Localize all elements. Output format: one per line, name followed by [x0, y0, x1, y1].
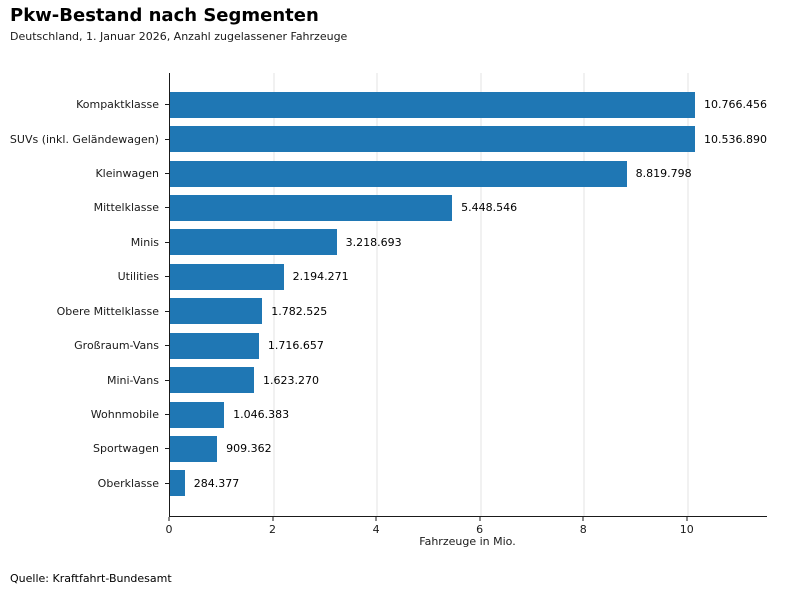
y-axis-label: Wohnmobile — [90, 408, 159, 421]
bar — [170, 91, 696, 118]
y-axis-label-row: Kompaktklasse — [0, 88, 169, 122]
bar — [170, 435, 218, 462]
x-axis-title: Fahrzeuge in Mio. — [419, 535, 516, 548]
plot-area: 10.766.456 10.536.890 8.819.798 5.448.546 3.… — [169, 73, 767, 517]
x-tick-mark — [479, 517, 481, 521]
bar-value-label: 909.362 — [226, 442, 272, 456]
y-axis-label-row: Mittelklasse — [0, 191, 169, 225]
y-axis-label-row: Oberklasse — [0, 466, 169, 500]
bar-row: 1.623.270 — [170, 363, 767, 397]
bar — [170, 367, 255, 394]
bar-value-label: 1.716.657 — [267, 339, 324, 353]
x-axis: 0 2 4 6 8 10 — [165, 517, 766, 547]
y-axis-label: SUVs (inkl. Geländewagen) — [9, 132, 159, 146]
bar-value-label: 1.623.270 — [263, 373, 320, 387]
y-tick-mark — [165, 207, 169, 209]
bar-row: 909.362 — [170, 432, 767, 466]
y-tick-mark — [165, 482, 169, 484]
chart-subtitle: Deutschland, 1. Januar 2026, Anzahl zuge… — [10, 30, 348, 43]
y-axis-label: Kleinwagen — [95, 167, 159, 181]
y-axis-label: Mini-Vans — [106, 373, 159, 387]
x-tick-label: 4 — [372, 523, 380, 536]
y-axis-label: Obere Mittelklasse — [56, 304, 159, 318]
y-axis-label-row: Mini-Vans — [0, 363, 169, 397]
x-tick-mark — [272, 517, 274, 521]
y-axis-labels: Kompaktklasse SUVs (inkl. Geländewagen) Kl… — [0, 73, 169, 516]
y-axis-label-row: Obere Mittelklasse — [0, 294, 169, 328]
bar-row: 284.377 — [170, 466, 767, 500]
y-tick-mark — [165, 241, 169, 243]
bar-row: 8.819.798 — [170, 156, 767, 190]
bar — [170, 229, 337, 256]
bar-value-label: 3.218.693 — [345, 235, 402, 249]
bar-row: 10.536.890 — [170, 122, 767, 156]
bar-row: 3.218.693 — [170, 225, 767, 259]
bar-value-label: 10.766.456 — [704, 98, 767, 112]
gridline — [583, 73, 585, 516]
y-tick-mark — [165, 379, 169, 381]
x-tick-label: 0 — [165, 523, 173, 536]
x-tick-mark — [582, 517, 584, 521]
y-axis-label-row: SUVs (inkl. Geländewagen) — [0, 122, 169, 156]
y-axis-label-row: Sportwagen — [0, 432, 169, 466]
bar — [170, 332, 259, 359]
x-tick-label: 8 — [579, 523, 587, 536]
x-tick-mark — [375, 517, 377, 521]
gridline — [480, 73, 482, 516]
bar — [170, 194, 453, 221]
bar-row: 10.766.456 — [170, 88, 767, 122]
y-axis-label-row: Großraum-Vans — [0, 328, 169, 362]
x-tick-label: 10 — [679, 523, 694, 536]
bar-value-label: 5.448.546 — [461, 201, 518, 215]
y-tick-mark — [165, 104, 169, 106]
bar — [170, 401, 225, 428]
y-axis-label: Kompaktklasse — [76, 98, 159, 112]
bar-row: 1.046.383 — [170, 397, 767, 431]
gridline — [376, 73, 378, 516]
y-axis-label-row: Minis — [0, 225, 169, 259]
gridline — [273, 73, 275, 516]
y-tick-mark — [165, 310, 169, 312]
y-tick-mark — [165, 345, 169, 347]
y-axis-label: Oberklasse — [97, 476, 159, 490]
bars-container: 10.766.456 10.536.890 8.819.798 5.448.546 3.… — [170, 73, 767, 516]
y-tick-mark — [165, 448, 169, 450]
x-tick-mark — [686, 517, 688, 521]
y-tick-mark — [165, 173, 169, 175]
bar-value-label: 8.819.798 — [635, 167, 692, 181]
bar-row: 5.448.546 — [170, 191, 767, 225]
y-axis-label: Minis — [130, 235, 159, 249]
x-tick-label: 6 — [476, 523, 484, 536]
y-axis-label: Großraum-Vans — [74, 339, 159, 353]
bar — [170, 126, 696, 153]
bar-value-label: 10.536.890 — [704, 132, 767, 146]
bar-row: 2.194.271 — [170, 260, 767, 294]
bar-value-label: 284.377 — [193, 476, 240, 490]
bar — [170, 263, 284, 290]
y-axis-label: Utilities — [117, 270, 159, 284]
x-tick-label: 2 — [269, 523, 277, 536]
source-note: Quelle: Kraftfahrt-Bundesamt — [10, 572, 172, 585]
chart-title: Pkw-Bestand nach Segmenten — [10, 5, 319, 26]
y-tick-mark — [165, 138, 169, 140]
gridline — [687, 73, 689, 516]
bar-value-label: 1.046.383 — [233, 408, 290, 421]
bar — [170, 470, 185, 497]
y-tick-mark — [165, 276, 169, 278]
y-axis-label-row: Utilities — [0, 260, 169, 294]
bar-value-label: 1.782.525 — [271, 304, 328, 318]
y-axis-label: Sportwagen — [93, 442, 159, 456]
y-axis-label-row: Kleinwagen — [0, 156, 169, 190]
y-axis-label: Mittelklasse — [93, 201, 159, 215]
bar — [170, 160, 627, 187]
y-tick-mark — [165, 414, 169, 415]
y-axis-label-row: Wohnmobile — [0, 397, 169, 431]
bar — [170, 298, 263, 325]
bar-row: 1.782.525 — [170, 294, 767, 328]
bar-value-label: 2.194.271 — [292, 270, 349, 284]
bar-row: 1.716.657 — [170, 328, 767, 362]
x-tick-mark — [168, 517, 170, 521]
